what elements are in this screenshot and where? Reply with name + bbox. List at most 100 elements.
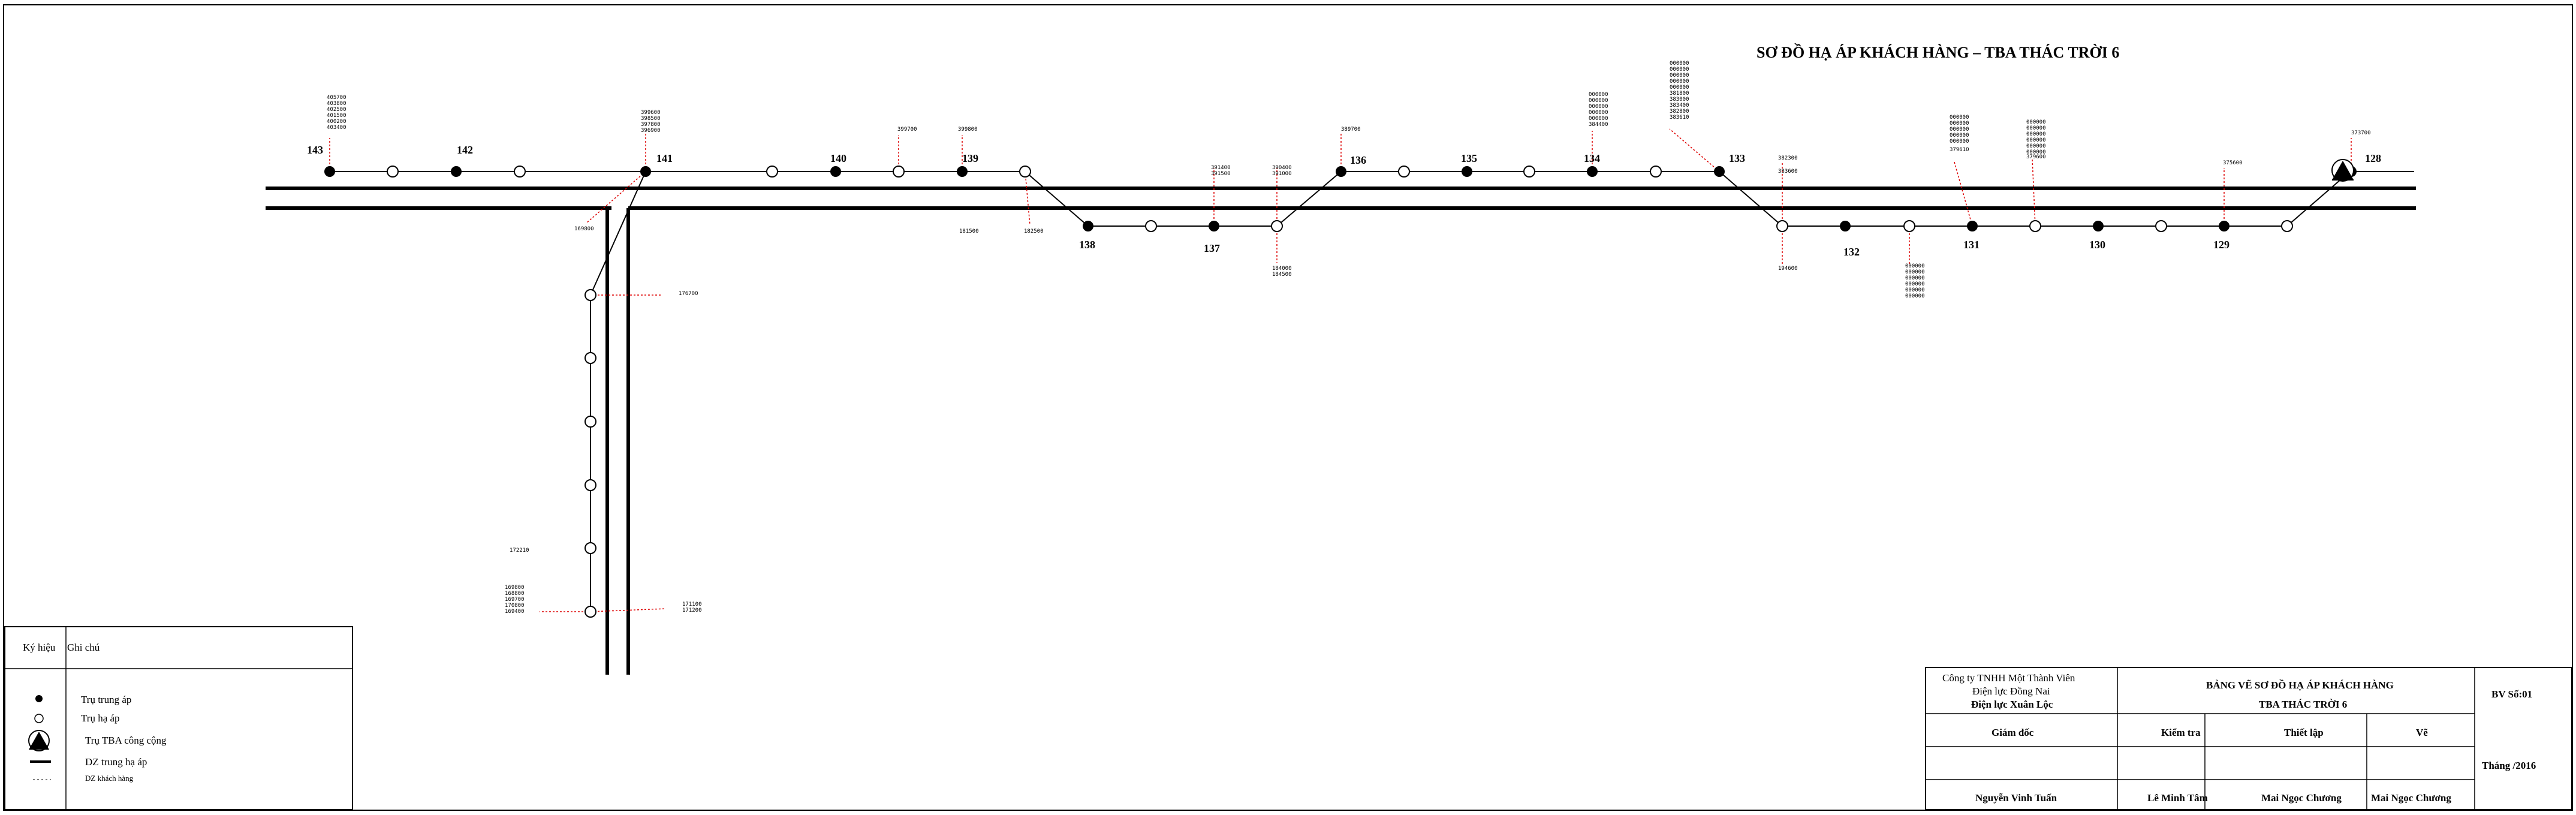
svg-text:169400: 169400 bbox=[505, 609, 525, 615]
pole-label: 129 bbox=[2213, 239, 2229, 251]
svg-text:383600: 383600 bbox=[1778, 169, 1798, 175]
pole-mv bbox=[1209, 221, 1219, 231]
svg-text:000000: 000000 bbox=[1950, 121, 1969, 127]
pole-lv bbox=[766, 166, 778, 178]
page-border bbox=[3, 4, 2573, 811]
meter-stacks: 405700 403800 402500 401500 400200 40340… bbox=[327, 61, 2046, 615]
svg-text:000000: 000000 bbox=[1950, 133, 1969, 139]
meter-labels: 169800 399700 399800 181500 182500 38970… bbox=[510, 127, 2371, 554]
pole-mv bbox=[1462, 166, 1472, 177]
pole-lv bbox=[585, 416, 596, 428]
meter-reading: 172210 bbox=[510, 548, 529, 554]
svg-text:000000: 000000 bbox=[2026, 143, 2046, 149]
name-draw: Mai Ngọc Chương bbox=[2371, 792, 2451, 804]
title-block: Công ty TNHH Một Thành Viên Điện lực Đồn… bbox=[1925, 667, 2572, 810]
svg-text:168800: 168800 bbox=[505, 591, 525, 597]
svg-text:000000: 000000 bbox=[1589, 104, 1608, 110]
pole-mv bbox=[324, 166, 335, 177]
pole-mv bbox=[2093, 221, 2104, 231]
substation-icon bbox=[2331, 159, 2354, 182]
pole-mv bbox=[1967, 221, 1978, 231]
name-director: Nguyễn Vinh Tuấn bbox=[1975, 792, 2057, 804]
pole-lv bbox=[1398, 166, 1410, 178]
legend-item: DZ khách hàng bbox=[85, 774, 134, 783]
customer-lines bbox=[329, 128, 2352, 612]
meter-reading: 194600 bbox=[1778, 266, 1798, 272]
role-setup: Thiết lập bbox=[2284, 727, 2324, 738]
svg-text:000000: 000000 bbox=[2026, 137, 2046, 143]
pole-label: 130 bbox=[2089, 239, 2105, 251]
name-setup: Mai Ngọc Chương bbox=[2261, 792, 2342, 804]
pole-lv bbox=[514, 166, 526, 178]
pole-label: 132 bbox=[1843, 246, 1860, 258]
meter-stack: 399600 398500 397800 396900 bbox=[641, 110, 661, 134]
pole-label: 135 bbox=[1461, 152, 1477, 164]
svg-text:000000: 000000 bbox=[1589, 92, 1608, 98]
svg-text:000000: 000000 bbox=[1670, 85, 1689, 91]
pole-mv bbox=[1336, 166, 1346, 177]
pole-mv bbox=[1714, 166, 1725, 177]
meter-reading: 373700 bbox=[2351, 130, 2371, 136]
svg-text:184000: 184000 bbox=[1272, 266, 1292, 272]
pole-mv bbox=[830, 166, 841, 177]
meter-reading: 375600 bbox=[2223, 160, 2243, 166]
pole-label: 141 bbox=[656, 152, 673, 164]
role-draw: Vẽ bbox=[2416, 727, 2428, 738]
drawing-number: BV Số:01 bbox=[2491, 688, 2532, 700]
svg-text:000000: 000000 bbox=[1950, 127, 1969, 133]
svg-text:000000: 000000 bbox=[1950, 139, 1969, 145]
pole-lv bbox=[1776, 220, 1788, 232]
svg-text:391500: 391500 bbox=[1211, 171, 1231, 177]
drawing-title-1: BẢNG VẼ SƠ ĐỒ HẠ ÁP KHÁCH HÀNG bbox=[2206, 679, 2394, 691]
svg-text:000000: 000000 bbox=[2026, 125, 2046, 131]
svg-text:403400: 403400 bbox=[327, 125, 347, 131]
legend-mv-pole-icon bbox=[35, 695, 43, 702]
pole-label: 134 bbox=[1584, 152, 1600, 164]
pole-label: 140 bbox=[830, 152, 846, 164]
svg-text:383610: 383610 bbox=[1670, 115, 1689, 121]
pole-label: 133 bbox=[1729, 152, 1745, 164]
svg-text:000000: 000000 bbox=[1670, 79, 1689, 85]
pole-labels: 143 142 141 140 139 138 137 136 135 134 … bbox=[307, 144, 2381, 258]
pole-lv bbox=[585, 606, 596, 618]
svg-text:169800: 169800 bbox=[505, 585, 525, 591]
svg-text:000000: 000000 bbox=[1589, 116, 1608, 122]
pole-lv bbox=[1650, 166, 1662, 178]
svg-text:399600: 399600 bbox=[641, 110, 661, 116]
pole-mv bbox=[2219, 221, 2229, 231]
svg-text:397800: 397800 bbox=[641, 122, 661, 128]
svg-text:000000: 000000 bbox=[1905, 281, 1925, 287]
svg-text:403800: 403800 bbox=[327, 101, 347, 107]
legend-header-symbol: Ký hiệu bbox=[23, 642, 56, 653]
meter-stack: 405700 403800 402500 401500 400200 40340… bbox=[327, 95, 347, 131]
meter-stack: 391400 391500 bbox=[1211, 165, 1231, 177]
pole-lv bbox=[2281, 220, 2293, 232]
pole-mv bbox=[957, 166, 968, 177]
meter-stack: 000000 000000 000000 000000 000000 37961… bbox=[1950, 115, 1969, 153]
pole-mv bbox=[1840, 221, 1851, 231]
svg-text:000000: 000000 bbox=[1589, 98, 1608, 104]
page-title: SƠ ĐỒ HẠ ÁP KHÁCH HÀNG – TBA THÁC TRỜI 6 bbox=[1756, 44, 2119, 61]
pole-label: 137 bbox=[1204, 242, 1220, 254]
meter-stack: 184000 184500 bbox=[1272, 266, 1292, 278]
svg-text:379610: 379610 bbox=[1950, 147, 1969, 153]
svg-text:384400: 384400 bbox=[1589, 122, 1608, 128]
pole-lv bbox=[585, 542, 596, 554]
svg-text:184500: 184500 bbox=[1272, 272, 1292, 278]
pole-label: 142 bbox=[457, 144, 473, 156]
svg-text:000000: 000000 bbox=[1589, 110, 1608, 116]
svg-text:000000: 000000 bbox=[1905, 293, 1925, 299]
pole-label: 139 bbox=[962, 152, 978, 164]
svg-text:402500: 402500 bbox=[327, 107, 347, 113]
svg-text:382300: 382300 bbox=[1778, 155, 1798, 161]
svg-text:000000: 000000 bbox=[1670, 73, 1689, 79]
svg-text:382800: 382800 bbox=[1670, 109, 1689, 115]
legend: Ký hiệu Ghi chú Trụ trung áp Trụ hạ áp T… bbox=[4, 626, 353, 810]
svg-text:398500: 398500 bbox=[641, 116, 661, 122]
pole-label: 143 bbox=[307, 144, 323, 156]
meter-reading: 399800 bbox=[958, 127, 978, 133]
pole-mv bbox=[640, 166, 651, 177]
svg-text:379600: 379600 bbox=[2026, 154, 2046, 160]
pole-lv bbox=[893, 166, 905, 178]
